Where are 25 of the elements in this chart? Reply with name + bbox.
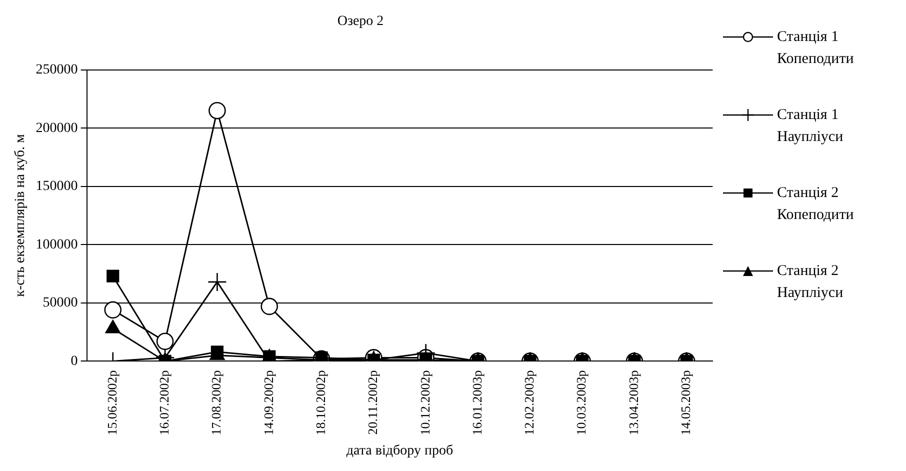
- x-tick-label: 17.08.2002р: [208, 370, 224, 436]
- chart-title: Озеро 2: [337, 14, 384, 30]
- x-tick-label: 13.04.2003р: [626, 370, 641, 436]
- x-tick-label: 10.12.2002р: [417, 370, 432, 436]
- x-tick-label: 15.06.2002р: [104, 370, 120, 436]
- y-tick-label: 100000: [36, 237, 78, 252]
- x-tick-label: 14.09.2002р: [260, 370, 276, 436]
- x-tick-label: 18.10.2002р: [312, 370, 328, 436]
- legend-label: Станція 2 Науплiуси: [777, 262, 844, 303]
- legend-label: Станція 1 Копеподити: [777, 28, 855, 69]
- x-tick-label: 14.05.2003р: [678, 370, 694, 436]
- y-axis-title: к-сть екземплярів на куб. м: [13, 134, 28, 297]
- y-tick-label: 0: [70, 354, 78, 369]
- legend-label: Станція 2 Копеподити: [777, 184, 855, 225]
- y-tick-label: 250000: [36, 62, 78, 78]
- x-tick-label: 16.01.2003р: [469, 370, 484, 436]
- x-tick-label: 12.02.2003р: [522, 370, 537, 436]
- legend-label: Станція 1 Науплiуси: [777, 106, 844, 147]
- x-tick-label: 20.11.2002р: [365, 370, 380, 435]
- x-tick-label: 16.07.2002р: [156, 370, 172, 436]
- x-tick-label: 10.03.2003р: [574, 370, 589, 436]
- y-tick-label: 50000: [42, 296, 78, 311]
- y-tick-label: 200000: [36, 120, 78, 136]
- x-axis-title: дата відбору проб: [346, 443, 454, 458]
- y-tick-label: 150000: [36, 179, 78, 194]
